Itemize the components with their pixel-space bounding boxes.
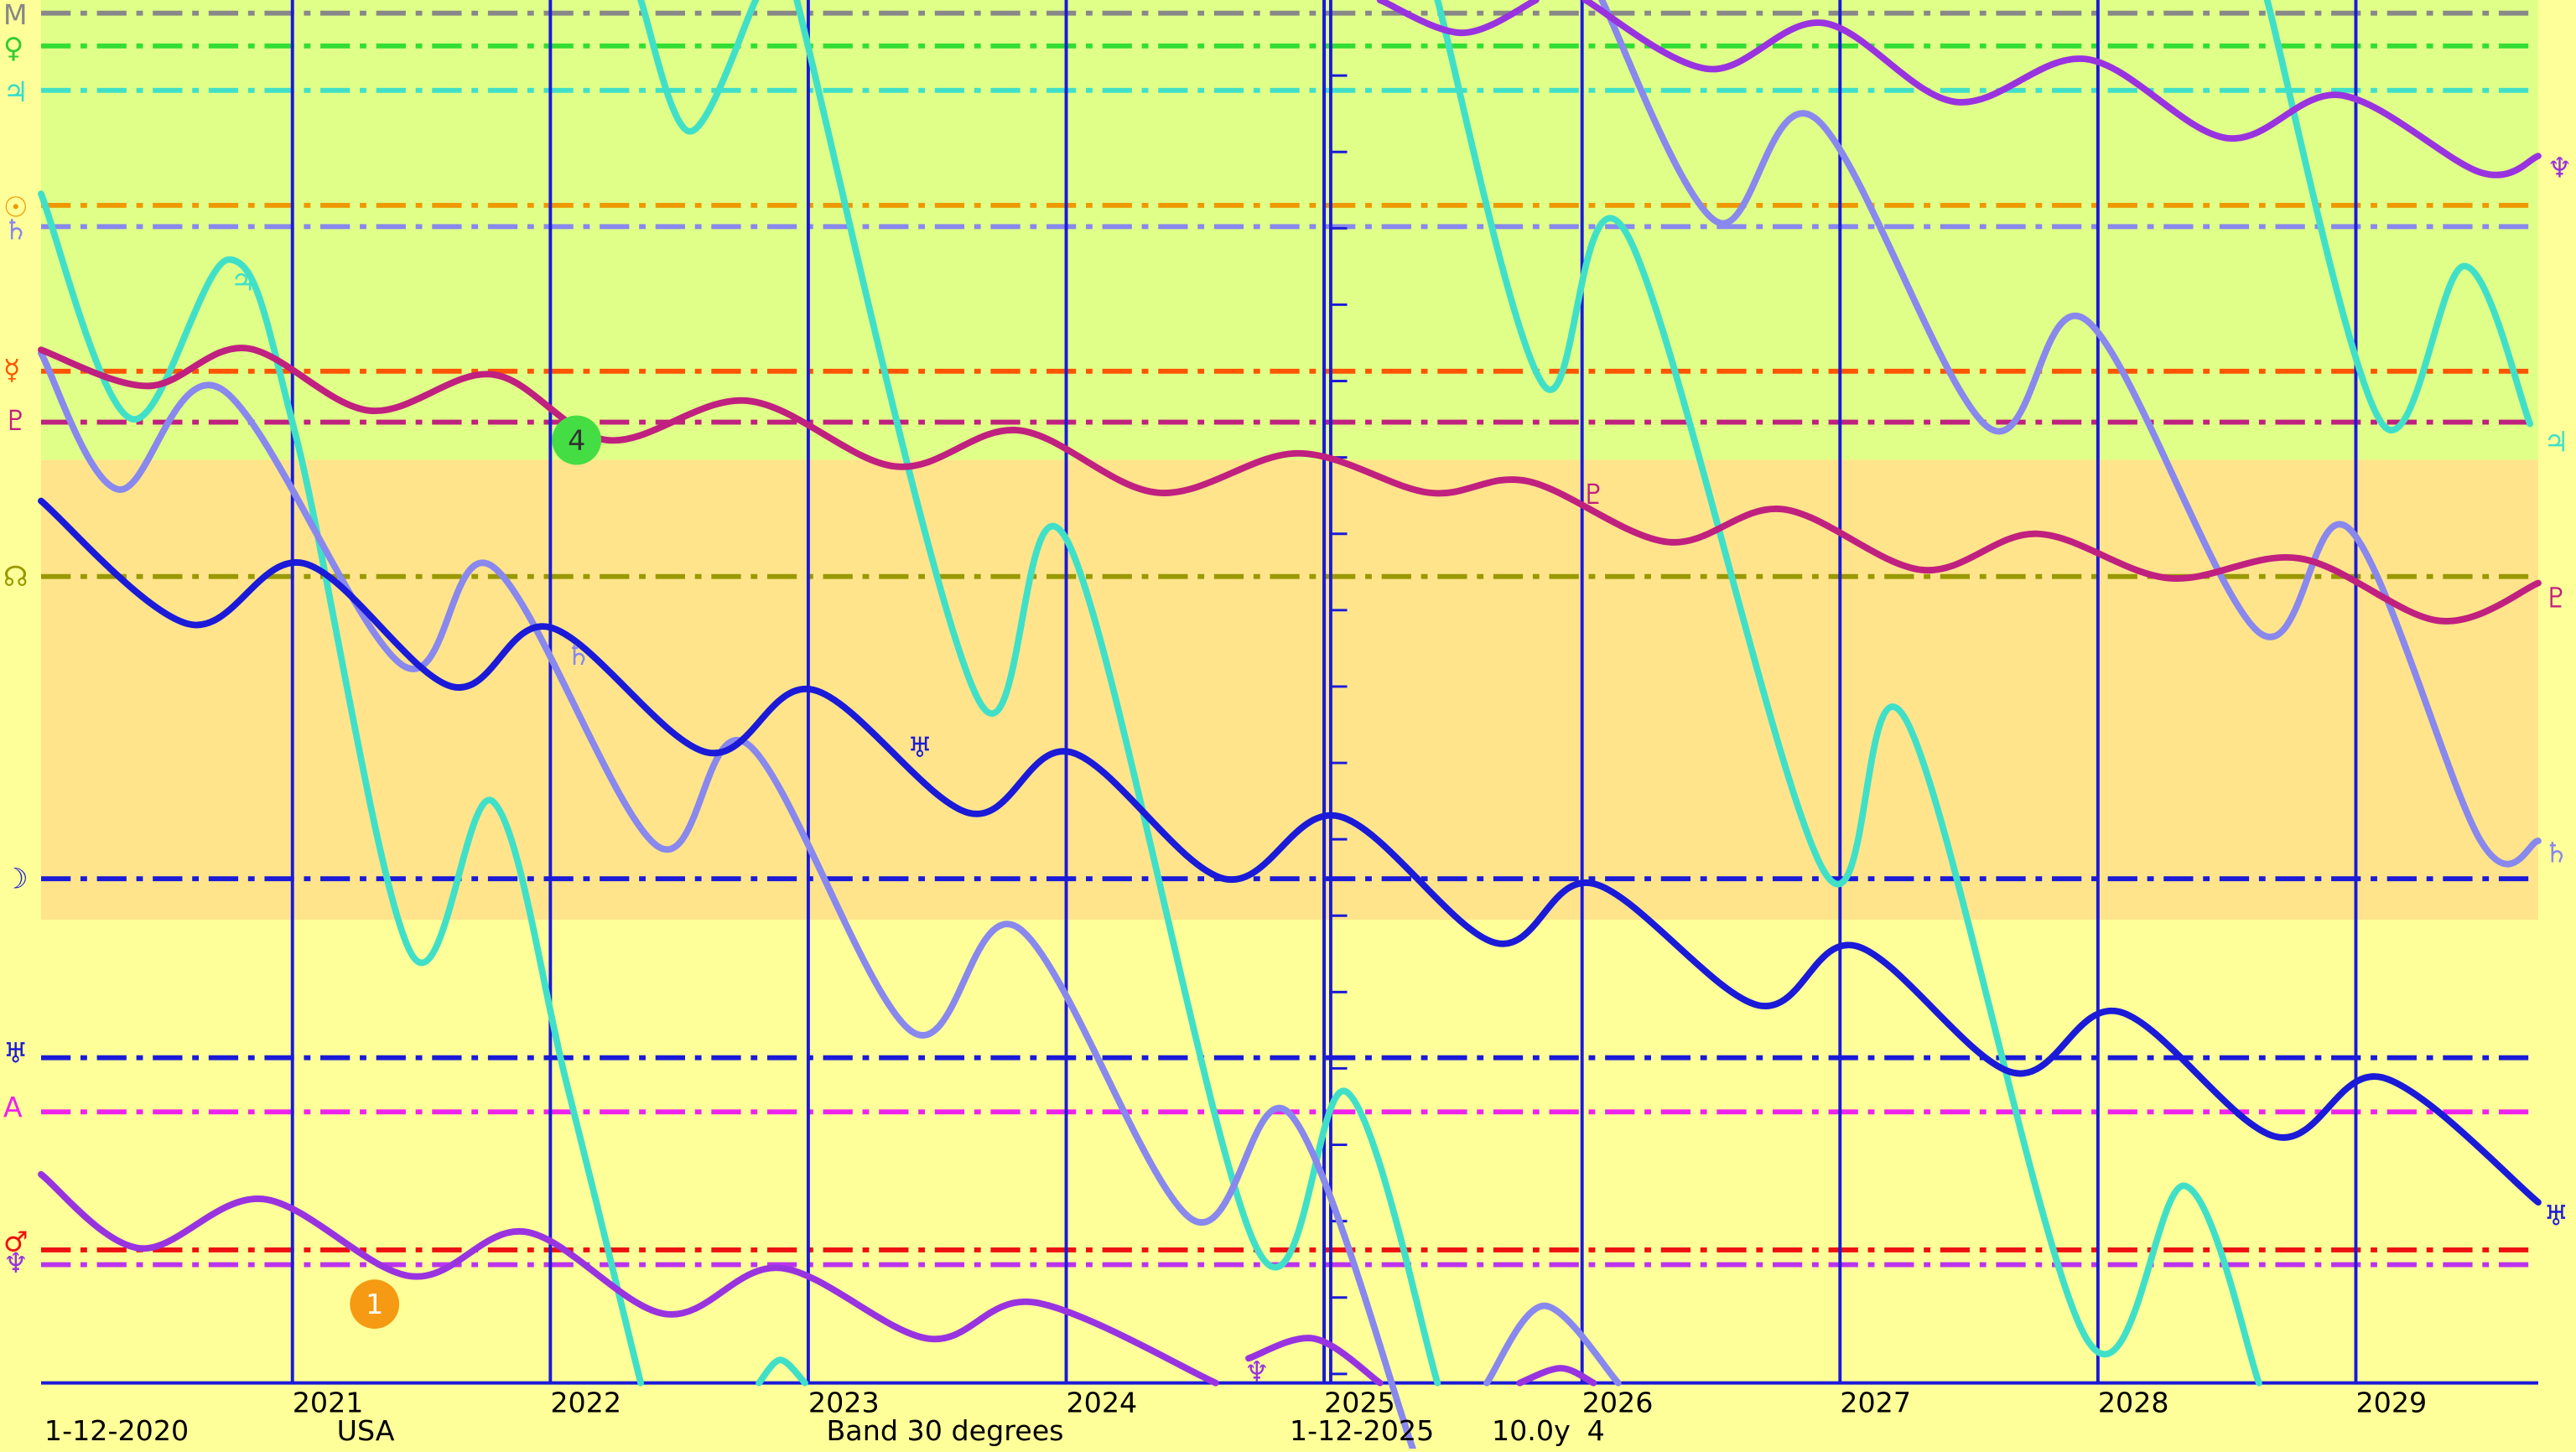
marker-label: 1 [366,1288,383,1320]
planet-label: ☿ [3,353,20,386]
planet-label: A [3,1091,23,1123]
year-label: 2028 [2098,1387,2169,1419]
curve-label: ♄ [566,639,591,672]
planet-curve [38,1170,1219,1387]
planet-curve [1516,1365,1597,1387]
planet-curve [1581,0,2542,179]
curve-label: ♇ [1581,478,1606,511]
curve-label: ♅ [2544,1199,2569,1232]
planet-curve [38,497,2542,1206]
curve-label: ♅ [907,731,932,764]
planet-curve [637,0,760,135]
band-orange [40,459,2538,920]
planet-curve [793,0,1441,1387]
curves [38,0,2542,1452]
planet-curve [2263,0,2534,433]
year-label: 2025 [1324,1387,1395,1419]
planet-label: ♃ [3,75,29,108]
count: 4 [1587,1414,1605,1447]
planet-label: ☽ [3,863,29,895]
span: 10.0y [1492,1414,1571,1447]
planet-label: ♀ [3,31,23,64]
planet-curve [756,1356,808,1387]
curve-label: ♃ [2544,425,2569,458]
start-date: 1-12-2020 [44,1414,189,1447]
planet-label: M [3,0,28,31]
grid [40,0,2538,1385]
band-green [40,0,2538,460]
curve-label: ♄ [2544,836,2569,869]
marker-4 [552,415,602,465]
year-label: 2027 [1840,1387,1911,1419]
planet-curve [1245,1335,1384,1387]
planet-curve [38,345,2542,625]
planet-label: ☊ [3,560,29,593]
curve-label: ♇ [2544,582,2569,615]
planet-label: ♄ [3,214,29,246]
year-label: 2021 [293,1387,364,1419]
band: Band 30 degrees [826,1414,1063,1447]
planet-curve [1434,0,2262,1387]
planet-curve [1598,0,2542,868]
planet-curve [38,190,644,1387]
curve-label: ♆ [2547,151,2572,184]
year-label: 2029 [2355,1387,2427,1419]
planet-label: ☉ [3,190,29,223]
year-label: 2022 [550,1387,621,1419]
marker-label: 4 [568,424,585,457]
current-date: 1-12-2025 [1290,1414,1434,1447]
planet-label: ♅ [3,1036,29,1069]
country: USA [337,1414,395,1447]
year-label: 2026 [1582,1387,1654,1419]
planet-label: ♆ [3,1247,29,1279]
year-label: 2024 [1067,1387,1138,1419]
marker-1 [350,1279,400,1329]
planet-curve [1483,1302,1622,1387]
curve-label: ♃ [231,264,256,297]
planet-curve [1376,0,1540,37]
planet-label: ♂ [3,1226,29,1258]
planet-label: ♇ [3,404,29,437]
year-label: 2023 [808,1387,880,1419]
curve-label: ♆ [1244,1355,1270,1387]
